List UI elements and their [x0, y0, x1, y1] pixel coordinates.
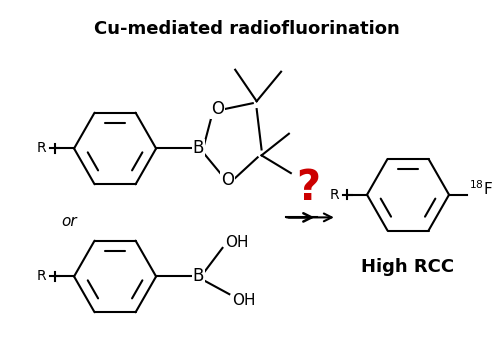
Text: R: R: [330, 188, 339, 202]
Text: O: O: [211, 100, 224, 118]
Text: R: R: [36, 270, 46, 284]
Text: $^{18}$F: $^{18}$F: [468, 179, 492, 198]
Text: B: B: [192, 140, 204, 158]
Text: High RCC: High RCC: [362, 258, 454, 276]
Text: B: B: [192, 267, 204, 285]
Text: or: or: [62, 214, 77, 229]
Text: Cu-mediated radiofluorination: Cu-mediated radiofluorination: [94, 20, 400, 39]
Text: O: O: [221, 171, 234, 189]
Text: OH: OH: [232, 292, 256, 308]
Text: ?: ?: [296, 167, 320, 209]
Text: R: R: [36, 141, 46, 155]
Text: OH: OH: [226, 234, 249, 250]
